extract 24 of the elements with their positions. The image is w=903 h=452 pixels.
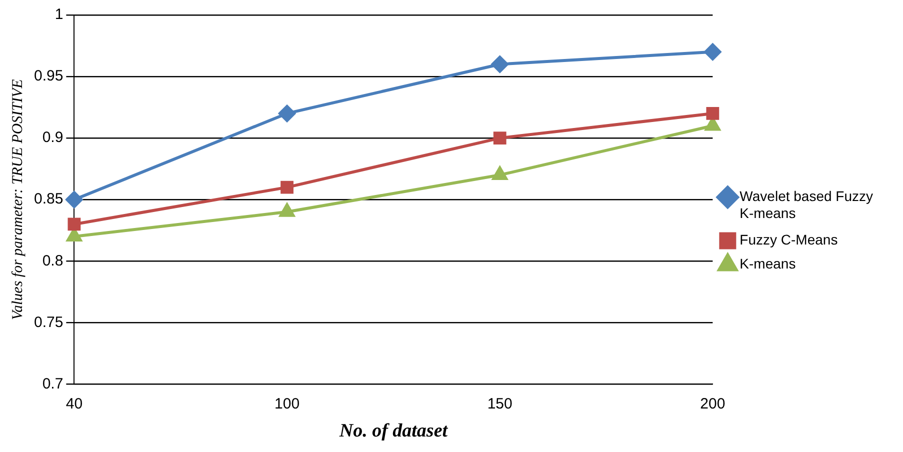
x-tick-label: 150 <box>487 395 512 412</box>
point <box>280 180 294 194</box>
y-tick-label: 0.9 <box>42 129 64 146</box>
y-tick-label: 1 <box>54 6 64 24</box>
point <box>493 132 506 145</box>
point <box>706 107 720 120</box>
x-tick-label: 100 <box>274 395 300 412</box>
x-axis-title: No. of dataset <box>338 420 448 442</box>
y-tick-label: 0.85 <box>34 190 64 208</box>
y-tick-label: 0.8 <box>42 252 64 270</box>
point <box>704 43 722 60</box>
y-axis-title: Values for parameter: TRUE POSITIVE <box>10 79 26 320</box>
y-tick-label: 0.7 <box>42 375 64 392</box>
point <box>278 104 296 122</box>
x-tick-label: 200 <box>700 395 726 412</box>
point <box>66 191 83 208</box>
y-tick-label: 0.75 <box>34 314 64 331</box>
legend-label: K-means <box>740 256 796 272</box>
legend-label: Fuzzy C-Means <box>740 232 838 248</box>
point <box>491 56 508 73</box>
legend-label: Wavelet based Fuzzy K-means <box>740 188 874 221</box>
point <box>68 218 81 231</box>
y-tick-label: 0.95 <box>34 68 64 85</box>
x-tick-label: 40 <box>66 395 83 412</box>
